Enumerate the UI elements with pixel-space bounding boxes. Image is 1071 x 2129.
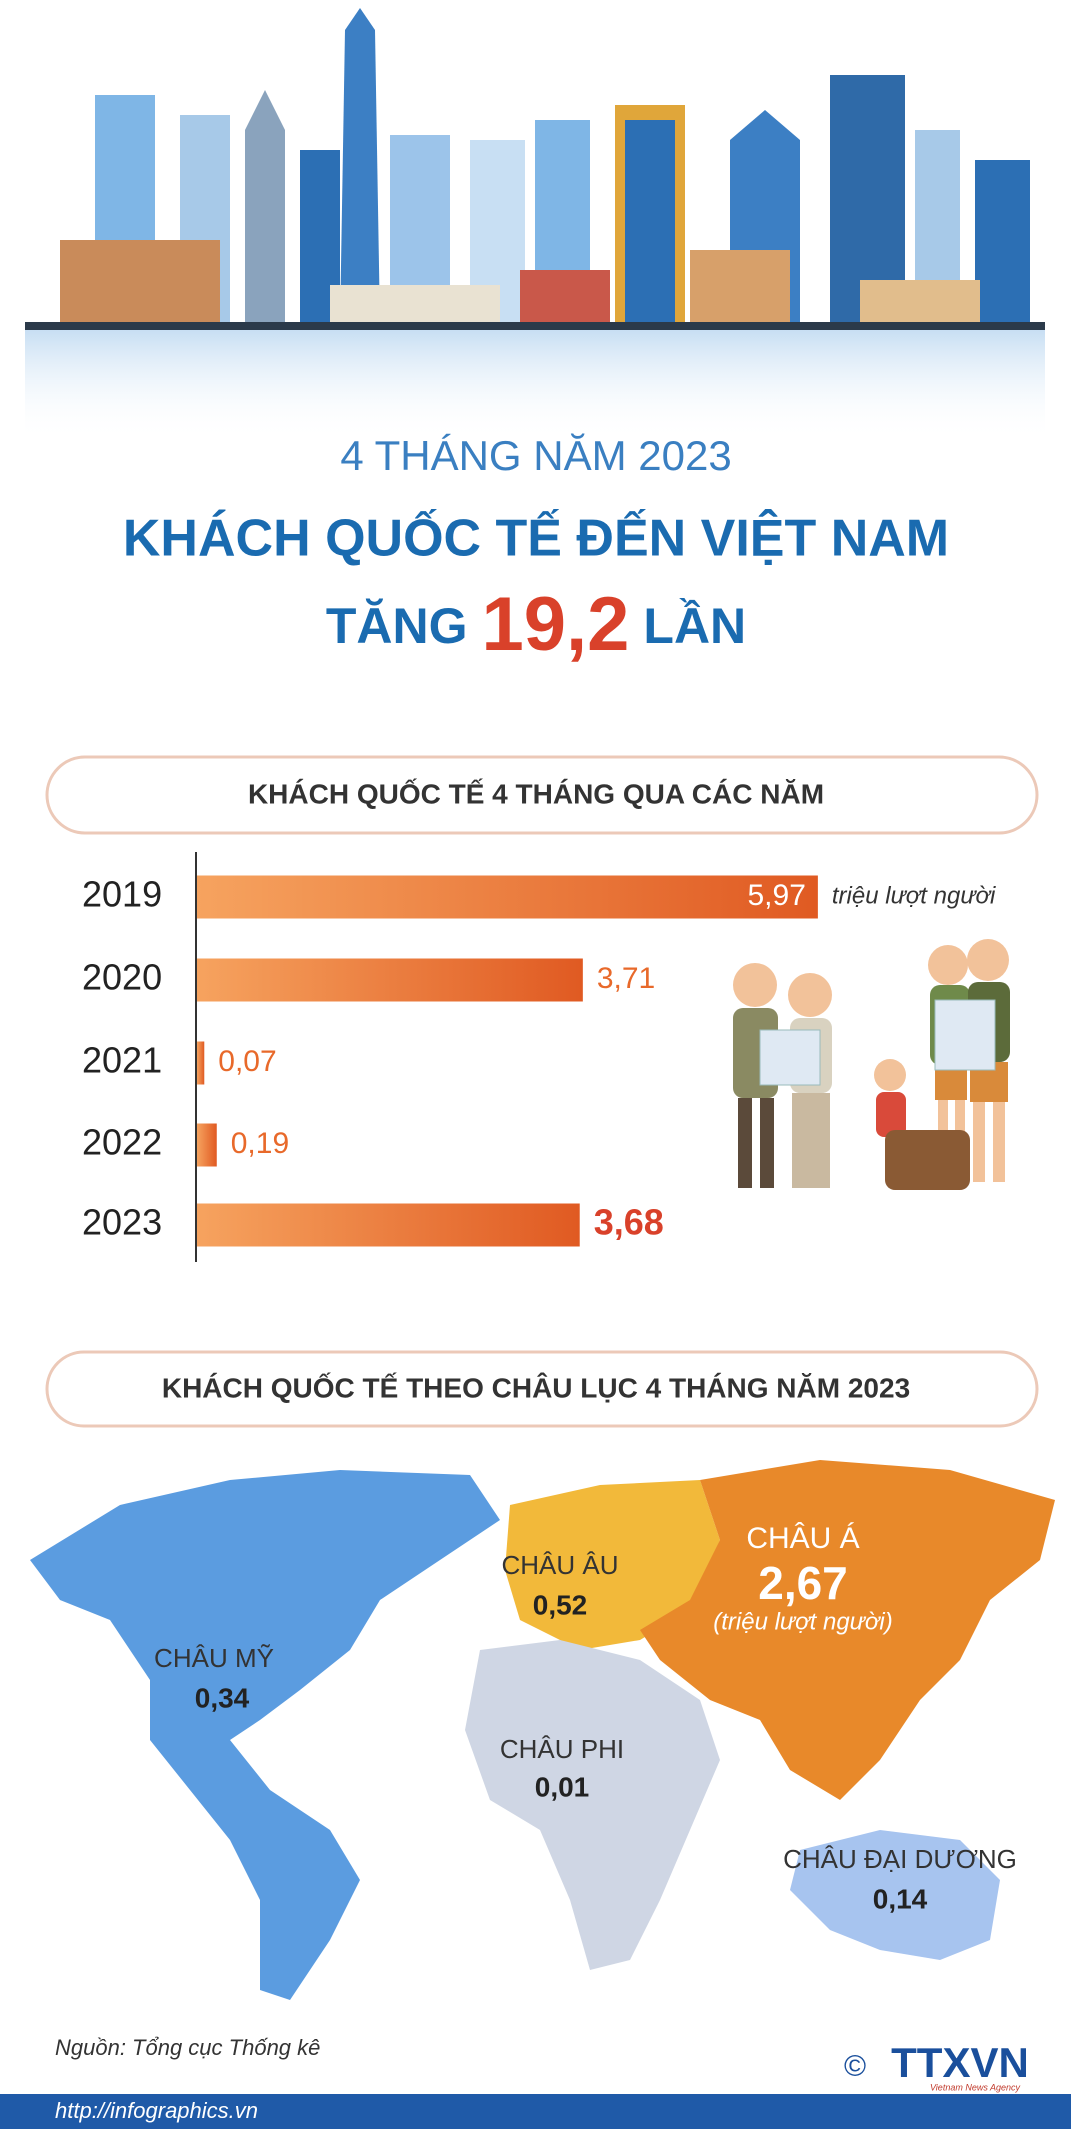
region-europe (505, 1480, 720, 1650)
bar (197, 1203, 580, 1247)
region-americas (30, 1470, 500, 2000)
y-tick-label: 2019 (82, 874, 162, 915)
world-map (30, 1460, 1055, 2000)
growth-value: 19,2 (481, 582, 629, 667)
y-tick-label: 2022 (82, 1122, 162, 1163)
value-label: 0,07 (218, 1045, 276, 1078)
bar (197, 958, 583, 1002)
region-value: 0,52 (533, 1589, 588, 1620)
url: http://infographics.vn (55, 2098, 258, 2123)
map-title: KHÁCH QUỐC TẾ THEO CHÂU LỤC 4 THÁNG NĂM … (162, 1371, 910, 1403)
logo: TTXVN (891, 2039, 1029, 2086)
subtitle: 4 THÁNG NĂM 2023 (340, 432, 731, 479)
region-unit: (triệu lượt người) (713, 1608, 892, 1635)
region-value: 0,14 (873, 1883, 928, 1914)
region-value: 0,01 (535, 1771, 590, 1802)
section-header (45, 755, 1039, 835)
value-label: 3,68 (594, 1202, 664, 1243)
bar (197, 1123, 217, 1167)
growth-suffix: LẦN (643, 598, 746, 654)
region-name: CHÂU ÂU (501, 1550, 618, 1580)
copyright: © (844, 2050, 866, 2083)
map-labels: CHÂU MỸ 0,34 CHÂU ÂU 0,52 CHÂU Á 2,67 (t… (154, 1522, 1017, 1914)
region-name: CHÂU ĐẠI DƯƠNG (783, 1844, 1017, 1874)
region-name: CHÂU PHI (500, 1734, 624, 1764)
y-tick-label: 2023 (82, 1202, 162, 1243)
travellers-illustration (733, 939, 1010, 1190)
skyline (25, 8, 1045, 440)
unit-label: triệu lượt người (832, 882, 996, 909)
value-label: 0,19 (231, 1127, 289, 1160)
region-name: CHÂU MỸ (154, 1643, 274, 1673)
bar-chart: 2019 5,97 triệu lượt người 2020 3,71 2021 0,07… (82, 874, 996, 1247)
section-header (45, 1350, 1039, 1428)
region-africa (465, 1640, 720, 1970)
region-asia (640, 1460, 1055, 1800)
bar (197, 1041, 205, 1085)
value-label: 3,71 (597, 962, 655, 995)
bar (197, 875, 818, 919)
title: KHÁCH QUỐC TẾ ĐẾN VIỆT NAM (123, 509, 949, 568)
y-tick-label: 2020 (82, 957, 162, 998)
chart-title: KHÁCH QUỐC TẾ 4 THÁNG QUA CÁC NĂM (248, 777, 824, 809)
source: Nguồn: Tổng cục Thống kê (55, 2035, 320, 2060)
growth: TĂNG 19,2 LẦN (326, 582, 746, 667)
region-value: 2,67 (758, 1557, 848, 1609)
y-tick-label: 2021 (82, 1040, 162, 1081)
region-value: 0,34 (195, 1682, 250, 1713)
logo-subtitle: Vietnam News Agency (930, 2082, 1021, 2092)
region-name: CHÂU Á (746, 1522, 859, 1555)
growth-prefix: TĂNG (326, 598, 468, 654)
value-label: 5,97 (747, 879, 805, 912)
footer-bar (0, 2094, 1071, 2129)
region-oceania (790, 1830, 1000, 1960)
